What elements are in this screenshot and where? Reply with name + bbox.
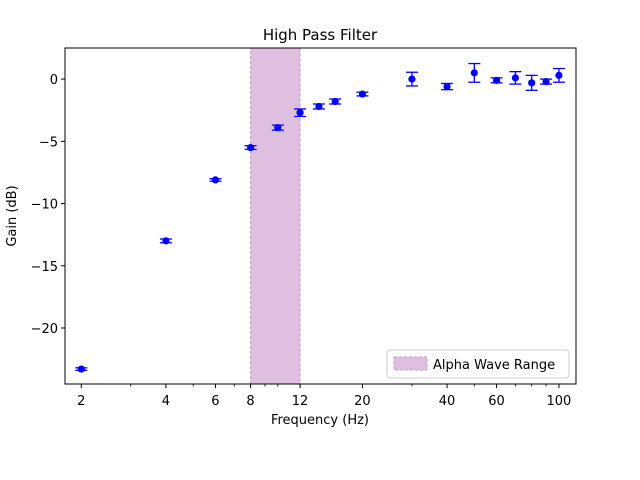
legend-swatch (393, 356, 428, 371)
y-tick-label-0: 0 (50, 73, 58, 88)
data-point-10hz (271, 124, 284, 132)
x-tick-label-100: 100 (547, 394, 572, 409)
data-point-80hz (525, 74, 538, 91)
y-tick-label--10: −10 (31, 198, 58, 213)
data-point-30hz (405, 71, 418, 87)
marker (443, 82, 451, 91)
marker (528, 79, 536, 87)
chart-title: High Pass Filter (263, 26, 378, 44)
legend: Alpha Wave Range (386, 349, 570, 379)
marker (358, 90, 367, 98)
alpha-wave-range-region (250, 47, 301, 385)
marker (555, 71, 563, 79)
marker (492, 76, 501, 84)
data-point-14hz (312, 102, 325, 111)
y-tick-label--20: −20 (31, 322, 58, 337)
marker (246, 143, 255, 152)
data-point-2hz (75, 365, 88, 373)
marker (274, 124, 282, 132)
x-tick-label-6: 6 (211, 394, 219, 409)
legend-box (386, 349, 570, 379)
x-tick-label-20: 20 (354, 394, 371, 409)
data-point-50hz (468, 62, 481, 83)
x-tick-label-4: 4 (162, 394, 170, 409)
x-tick-label-2: 2 (77, 394, 85, 409)
marker (542, 78, 550, 86)
marker (511, 74, 519, 82)
data-point-60hz (490, 76, 503, 84)
marker (408, 75, 416, 83)
data-point-100hz (552, 67, 565, 83)
data-point-6hz (209, 176, 222, 184)
data-point-90hz (540, 78, 553, 86)
marker (315, 102, 323, 111)
y-axis-label: Gain (dB) (5, 185, 20, 246)
x-tick-label-40: 40 (439, 394, 456, 409)
marker (162, 237, 170, 245)
shaded-region-layer (250, 47, 301, 385)
data-point-8hz (244, 143, 257, 152)
marker (331, 97, 339, 106)
marker (470, 69, 478, 77)
data-point-40hz (441, 82, 454, 91)
plot-frame (64, 47, 577, 385)
x-tick-label-8: 8 (246, 394, 254, 409)
x-axis-label: Frequency (Hz) (271, 413, 369, 428)
data-point-16hz (329, 97, 342, 106)
x-tick-label-60: 60 (488, 394, 505, 409)
axes-layer: 2 4 6 8 12 20 40 60 100 0 −5 −10 −15 −20 (31, 47, 577, 409)
y-tick-label--15: −15 (31, 260, 58, 275)
data-point-20hz (356, 90, 369, 98)
data-point-70hz (509, 70, 522, 85)
x-tick-label-12: 12 (292, 394, 309, 409)
marker (211, 176, 220, 184)
legend-entry-alpha-wave-range: Alpha Wave Range (433, 358, 555, 373)
marker (296, 109, 304, 117)
y-tick-label--5: −5 (39, 135, 58, 150)
marker (77, 365, 85, 373)
data-point-4hz (159, 237, 172, 245)
data-point-12hz (294, 108, 307, 118)
data-marks-layer (75, 62, 565, 373)
